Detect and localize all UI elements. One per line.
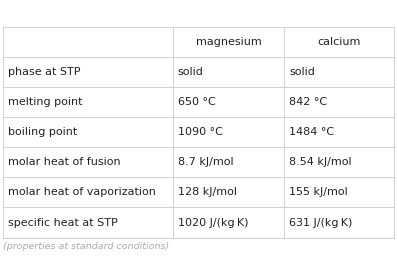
Text: melting point: melting point bbox=[8, 97, 83, 108]
Text: 128 kJ/mol: 128 kJ/mol bbox=[178, 187, 237, 198]
Text: 631 J/(kg K): 631 J/(kg K) bbox=[289, 217, 353, 228]
Text: boiling point: boiling point bbox=[8, 127, 77, 138]
Text: calcium: calcium bbox=[318, 37, 361, 48]
Text: magnesium: magnesium bbox=[196, 37, 262, 48]
Text: 1484 °C: 1484 °C bbox=[289, 127, 334, 138]
Text: 8.7 kJ/mol: 8.7 kJ/mol bbox=[178, 157, 233, 168]
Text: 842 °C: 842 °C bbox=[289, 97, 328, 108]
Text: 1090 °C: 1090 °C bbox=[178, 127, 223, 138]
Text: 155 kJ/mol: 155 kJ/mol bbox=[289, 187, 348, 198]
Text: specific heat at STP: specific heat at STP bbox=[8, 217, 118, 228]
Text: 8.54 kJ/mol: 8.54 kJ/mol bbox=[289, 157, 352, 168]
Text: 1020 J/(kg K): 1020 J/(kg K) bbox=[178, 217, 249, 228]
Text: solid: solid bbox=[289, 67, 315, 78]
Text: molar heat of fusion: molar heat of fusion bbox=[8, 157, 121, 168]
Text: phase at STP: phase at STP bbox=[8, 67, 81, 78]
Text: solid: solid bbox=[178, 67, 204, 78]
Text: 650 °C: 650 °C bbox=[178, 97, 216, 108]
Text: molar heat of vaporization: molar heat of vaporization bbox=[8, 187, 156, 198]
Text: (properties at standard conditions): (properties at standard conditions) bbox=[3, 242, 170, 251]
